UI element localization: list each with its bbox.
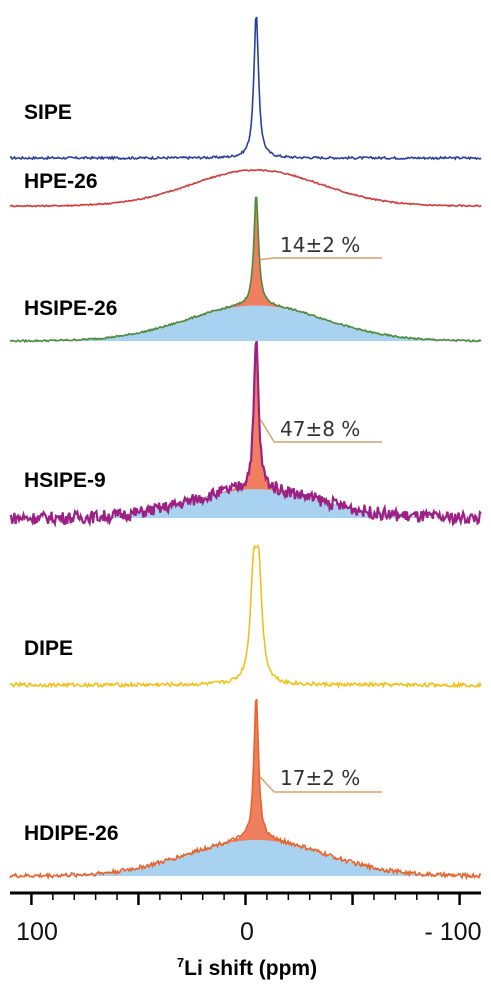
x-axis-title: 7Li shift (ppm): [177, 955, 317, 980]
x-tick-label-minus-100: - 100: [425, 918, 482, 946]
spectrum-line-sipe: [9, 16, 482, 161]
x-axis: 100 0 - 100 7Li shift (ppm): [10, 891, 482, 980]
fraction-leader-line-hdipe-26: [259, 776, 382, 793]
x-tick-label-0: 0: [240, 918, 254, 946]
spectrum-line-hpe-26: [9, 168, 482, 208]
spectrum-line-hsipe-26: [9, 196, 482, 344]
series-label-hsipe-26: HSIPE-26: [24, 297, 117, 320]
x-axis-title-superscript: 7: [177, 955, 184, 970]
series-label-hdipe-26: HDIPE-26: [24, 822, 119, 845]
series-label-dipe: DIPE: [24, 637, 73, 660]
fraction-label-hsipe-26: 14±2 %: [280, 233, 360, 257]
broad-component-fill-hsipe-26: [10, 305, 481, 341]
x-axis-ticks: [30, 893, 461, 905]
spectrum-line-hsipe-9: [9, 340, 482, 528]
series-label-sipe: SIPE: [24, 101, 72, 124]
fraction-leader-line-hsipe-26: [260, 257, 382, 261]
spectrum-line-hdipe-26: [9, 698, 482, 881]
fraction-label-hsipe-9: 47±8 %: [280, 417, 360, 441]
fraction-label-hdipe-26: 17±2 %: [280, 766, 360, 790]
x-axis-title-text: Li shift (ppm): [184, 957, 317, 980]
x-tick-label-100: 100: [16, 918, 58, 946]
broad-component-fill-hdipe-26: [10, 840, 481, 876]
series-label-hpe-26: HPE-26: [24, 170, 98, 193]
fraction-leader-line-hsipe-9: [259, 418, 382, 443]
series-label-hsipe-9: HSIPE-9: [24, 469, 106, 492]
plot-area: [9, 16, 482, 881]
spectrum-line-dipe: [9, 544, 482, 689]
narrow-fraction-annotations: 14±2 % 47±8 % 17±2 %: [280, 233, 360, 790]
spectrum-labels: SIPE HPE-26 HSIPE-26 HSIPE-9 DIPE HDIPE-…: [24, 101, 119, 845]
